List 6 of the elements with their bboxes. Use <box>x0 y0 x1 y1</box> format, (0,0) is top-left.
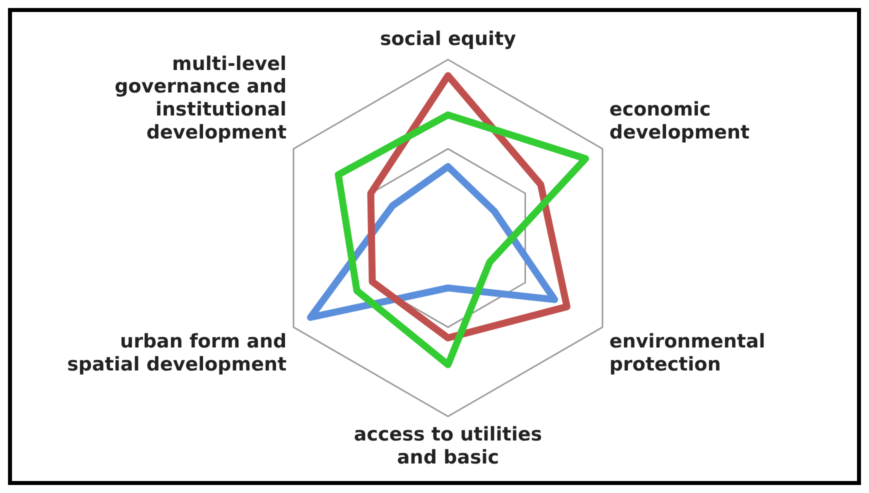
spoke-label: urban form and spatial development <box>67 330 287 376</box>
spoke-label: social equity <box>380 28 517 50</box>
spoke-label: economic development <box>609 98 750 144</box>
spoke-label: multi-level governance and institutional development <box>114 52 287 144</box>
spoke-label: environmental protection <box>609 330 766 376</box>
spoke-label: access to utilities and basic <box>354 424 542 469</box>
